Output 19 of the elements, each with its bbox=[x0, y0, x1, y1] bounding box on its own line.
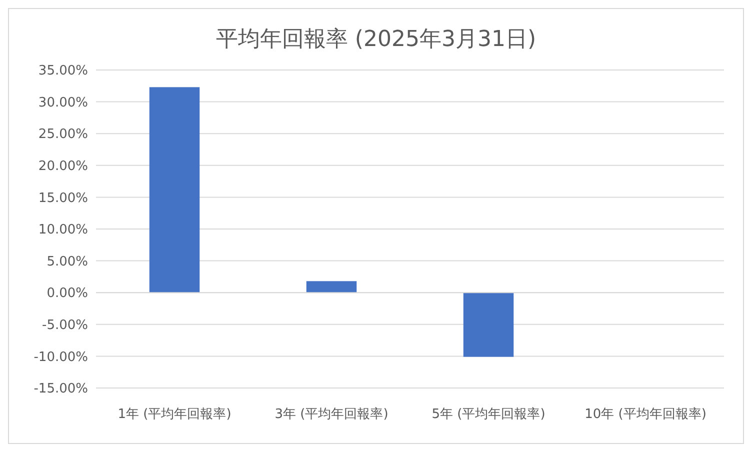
x-tick-label: 10年 (平均年回報率) bbox=[584, 406, 706, 422]
y-tick-label: 20.00% bbox=[38, 158, 88, 174]
y-tick-label: -10.00% bbox=[34, 350, 88, 365]
bar bbox=[149, 87, 200, 293]
y-tick-label: 0.00% bbox=[46, 286, 88, 302]
x-tick-label: 1年 (平均年回報率) bbox=[118, 406, 232, 422]
bar bbox=[463, 292, 514, 357]
chart-title: 平均年回報率 (2025年3月31日) bbox=[216, 27, 536, 52]
y-tick-label: -15.00% bbox=[34, 382, 88, 397]
y-tick-label: 35.00% bbox=[38, 64, 88, 79]
y-tick-label: -5.00% bbox=[42, 318, 88, 333]
y-tick-label: 5.00% bbox=[46, 254, 88, 270]
x-tick-label: 3年 (平均年回報率) bbox=[274, 406, 388, 422]
y-tick-label: 25.00% bbox=[38, 127, 88, 142]
y-tick-label: 30.00% bbox=[38, 95, 88, 110]
y-tick-label: 15.00% bbox=[38, 190, 88, 206]
x-tick-label: 5年 (平均年回報率) bbox=[432, 406, 546, 422]
y-tick-label: 10.00% bbox=[38, 222, 88, 238]
bar bbox=[306, 281, 357, 293]
